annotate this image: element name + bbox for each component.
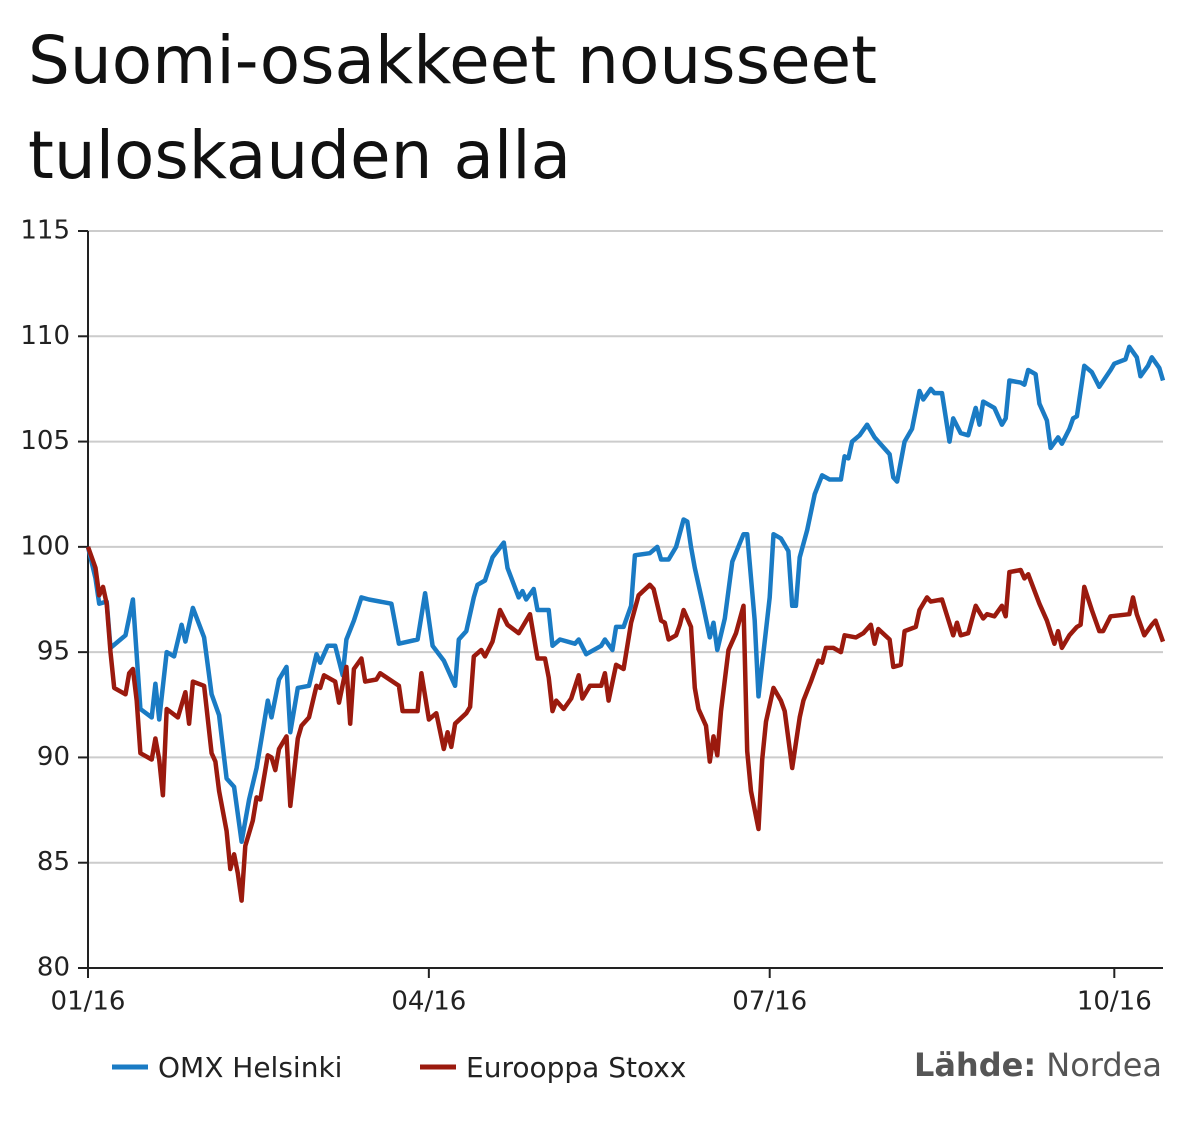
chart-title: tuloskauden alla — [28, 117, 571, 194]
source: Lähde: Nordea — [914, 1046, 1162, 1084]
y-tick-label: 80 — [37, 953, 70, 983]
y-tick-label: 115 — [20, 216, 70, 246]
series-line — [85, 546, 1166, 903]
legend-label: Eurooppa Stoxx — [466, 1051, 686, 1084]
series-line — [85, 344, 1166, 844]
y-tick-label: 85 — [37, 847, 70, 877]
svg-text:Lähde: Nordea: Lähde: Nordea — [914, 1046, 1162, 1084]
x-tick-label: 01/16 — [51, 987, 126, 1017]
y-tick-label: 100 — [20, 531, 70, 561]
y-tick-label: 95 — [37, 637, 70, 667]
x-tick-label: 10/16 — [1077, 987, 1152, 1017]
y-tick-label: 90 — [37, 742, 70, 772]
legend-label: OMX Helsinki — [158, 1051, 342, 1084]
x-tick-label: 04/16 — [391, 987, 466, 1017]
source-name: Nordea — [1046, 1046, 1162, 1084]
chart-title: Suomi-osakkeet nousseet — [28, 22, 877, 99]
source-label: Lähde: — [914, 1046, 1036, 1084]
x-tick-label: 07/16 — [732, 987, 807, 1017]
y-tick-label: 110 — [20, 321, 70, 351]
y-tick-label: 105 — [20, 426, 70, 456]
